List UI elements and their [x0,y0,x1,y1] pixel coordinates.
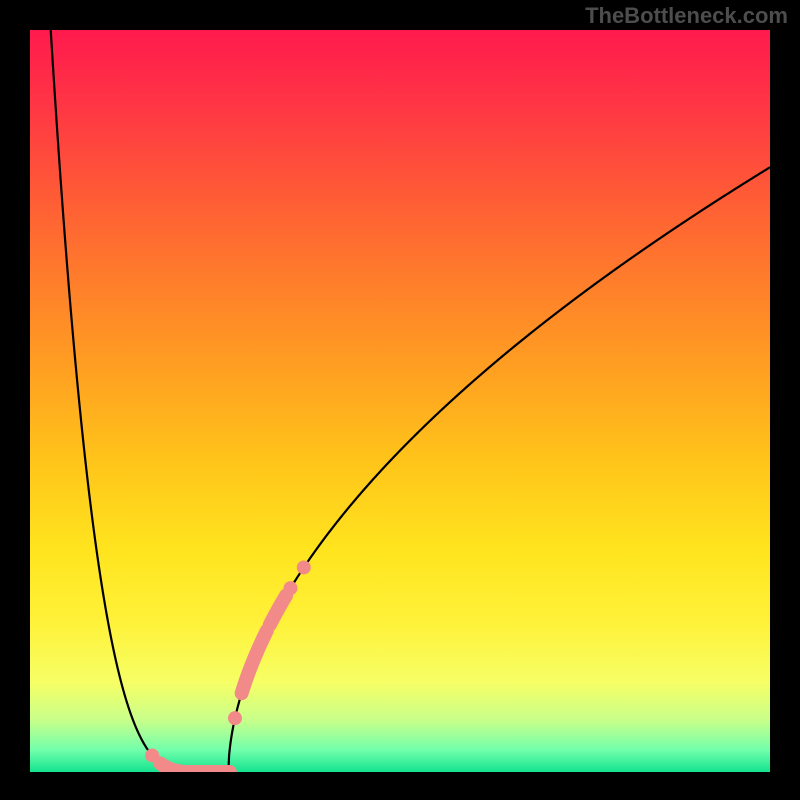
data-marker-capsule [270,596,286,625]
marker-group [145,560,311,772]
data-marker [283,581,297,595]
bottleneck-curve [51,30,770,772]
watermark-text: TheBottleneck.com [585,3,788,29]
plot-area [30,30,770,772]
curve-layer [30,30,770,772]
data-marker [297,560,311,574]
data-marker [228,711,242,725]
chart-root: TheBottleneck.com [0,0,800,800]
data-marker-capsule [242,631,267,693]
